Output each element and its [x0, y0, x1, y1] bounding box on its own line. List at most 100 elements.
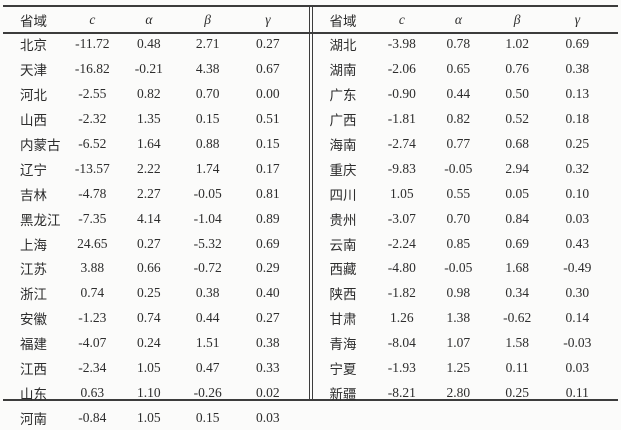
value-cell: -0.72 [193, 260, 222, 276]
value-cell: 0.82 [137, 86, 161, 102]
table-row: 山东 0.63 1.10 -0.26 0.02 [3, 380, 309, 405]
table-row: 安徽 -1.23 0.74 0.44 0.27 [3, 306, 309, 331]
value-cell: -0.62 [503, 310, 532, 326]
province-cell: 青海 [329, 337, 357, 353]
province-cell: 西藏 [329, 262, 357, 278]
province-cell: 上海 [20, 237, 47, 253]
province-cell: 广东 [329, 88, 357, 104]
value-cell: 1.07 [446, 335, 471, 351]
province-cell: 广西 [329, 113, 357, 129]
column-header-gamma: γ [574, 11, 581, 27]
value-cell: -3.07 [387, 210, 416, 226]
province-cell: 辽宁 [20, 162, 47, 178]
value-cell: -1.23 [78, 310, 107, 326]
table-row: 江西 -2.34 1.05 0.47 0.33 [3, 356, 309, 381]
table-row: 天津 -16.82 -0.21 4.38 0.67 [3, 57, 309, 82]
table-row: 四川 1.05 0.55 0.05 0.10 [313, 181, 619, 206]
value-cell: 0.68 [505, 136, 529, 151]
value-cell: 0.10 [565, 185, 590, 201]
value-cell: 0.77 [446, 136, 471, 151]
table-row: 西藏 -4.80 -0.05 1.68 -0.49 [313, 256, 619, 281]
value-cell: -2.34 [78, 360, 107, 376]
value-cell: 0.47 [195, 360, 220, 376]
value-cell: 24.65 [77, 235, 108, 251]
value-cell: -1.82 [387, 285, 416, 301]
table-row: 浙江 0.74 0.25 0.38 0.40 [3, 281, 309, 306]
value-cell: 0.69 [505, 235, 529, 251]
table-row: 内蒙古 -6.52 1.64 0.88 0.15 [3, 132, 309, 157]
table-row: 甘肃 1.26 1.38 -0.62 0.14 [313, 306, 619, 331]
value-cell: -2.32 [78, 111, 107, 127]
table-row: 广东 -0.90 0.44 0.50 0.13 [313, 82, 619, 107]
value-cell: 0.69 [256, 235, 280, 251]
value-cell: 0.38 [195, 285, 220, 301]
province-cell: 河北 [20, 88, 47, 104]
value-cell: 0.67 [256, 61, 280, 77]
province-cell: 内蒙古 [20, 138, 61, 153]
value-cell: 0.27 [137, 235, 161, 251]
value-cell: 2.71 [195, 36, 220, 52]
value-cell: 0.44 [446, 86, 471, 102]
value-cell: -0.05 [444, 160, 473, 176]
value-cell: -1.81 [387, 111, 416, 127]
value-cell: 0.05 [505, 185, 529, 201]
value-cell: -0.03 [563, 335, 592, 351]
parameters-table: 省域 c α β γ 北京 -11.72 0.48 2.71 0.27 天津 -16.82 -… [3, 5, 618, 427]
value-cell: -3.98 [387, 36, 416, 52]
table-row: 陕西 -1.82 0.98 0.34 0.30 [313, 281, 619, 306]
table-row: 青海 -8.04 1.07 1.58 -0.03 [313, 331, 619, 356]
value-cell: 0.40 [256, 285, 280, 301]
province-cell: 四川 [329, 187, 357, 203]
right-table-body: 湖北 -3.98 0.78 1.02 0.69 湖南 -2.06 0.65 0.76 0.38 广东… [313, 32, 619, 405]
value-cell: 1.74 [195, 160, 220, 176]
column-header-gamma: γ [265, 11, 271, 27]
value-cell: 1.51 [195, 335, 220, 351]
column-header-province: 省域 [329, 13, 357, 29]
value-cell: -8.21 [387, 384, 416, 400]
value-cell: 0.76 [505, 61, 529, 77]
value-cell: 0.84 [505, 210, 529, 226]
value-cell: 0.70 [195, 86, 220, 102]
value-cell: -13.57 [74, 160, 110, 176]
value-cell: 1.02 [505, 36, 529, 52]
value-cell: 0.33 [256, 360, 280, 376]
province-cell: 吉林 [20, 187, 47, 203]
value-cell: 1.58 [505, 335, 529, 351]
header-separator-line [3, 32, 618, 34]
column-header-c: c [89, 11, 96, 27]
column-header-alpha: α [454, 11, 462, 27]
header-row: 省域 c α β γ [3, 7, 309, 32]
table-row: 贵州 -3.07 0.70 0.84 0.03 [313, 206, 619, 231]
province-cell: 海南 [329, 138, 357, 153]
value-cell: -9.83 [387, 160, 416, 176]
value-cell: 0.17 [256, 160, 280, 176]
province-cell: 浙江 [20, 287, 47, 303]
value-cell: -2.74 [387, 136, 416, 151]
column-header-province: 省域 [20, 13, 47, 29]
value-cell: -4.80 [387, 260, 416, 276]
table-row: 海南 -2.74 0.77 0.68 0.25 [313, 132, 619, 157]
right-table: 省域 c α β γ 湖北 -3.98 0.78 1.02 0.69 湖南 -2.06 0.6… [313, 7, 619, 405]
table-row: 湖南 -2.06 0.65 0.76 0.38 [313, 57, 619, 82]
value-cell: 0.65 [446, 61, 471, 77]
value-cell: -0.90 [387, 86, 416, 102]
province-cell: 宁夏 [329, 362, 357, 378]
value-cell: 1.05 [390, 185, 414, 201]
value-cell: 0.25 [505, 384, 529, 400]
value-cell: 1.38 [446, 310, 471, 326]
value-cell: 0.27 [256, 310, 280, 326]
value-cell: 1.25 [446, 360, 471, 376]
table-row: 湖北 -3.98 0.78 1.02 0.69 [313, 32, 619, 57]
value-cell: 0.03 [256, 409, 280, 425]
value-cell: 0.00 [256, 86, 280, 102]
value-cell: 2.22 [137, 160, 161, 176]
value-cell: 0.15 [195, 111, 220, 127]
value-cell: 0.51 [256, 111, 280, 127]
value-cell: 0.52 [505, 111, 529, 127]
value-cell: -1.04 [193, 210, 222, 226]
value-cell: -0.49 [563, 260, 592, 276]
value-cell: 0.25 [565, 136, 590, 151]
value-cell: 0.48 [137, 36, 161, 52]
province-cell: 安徽 [20, 312, 47, 328]
column-header-c: c [398, 11, 405, 27]
